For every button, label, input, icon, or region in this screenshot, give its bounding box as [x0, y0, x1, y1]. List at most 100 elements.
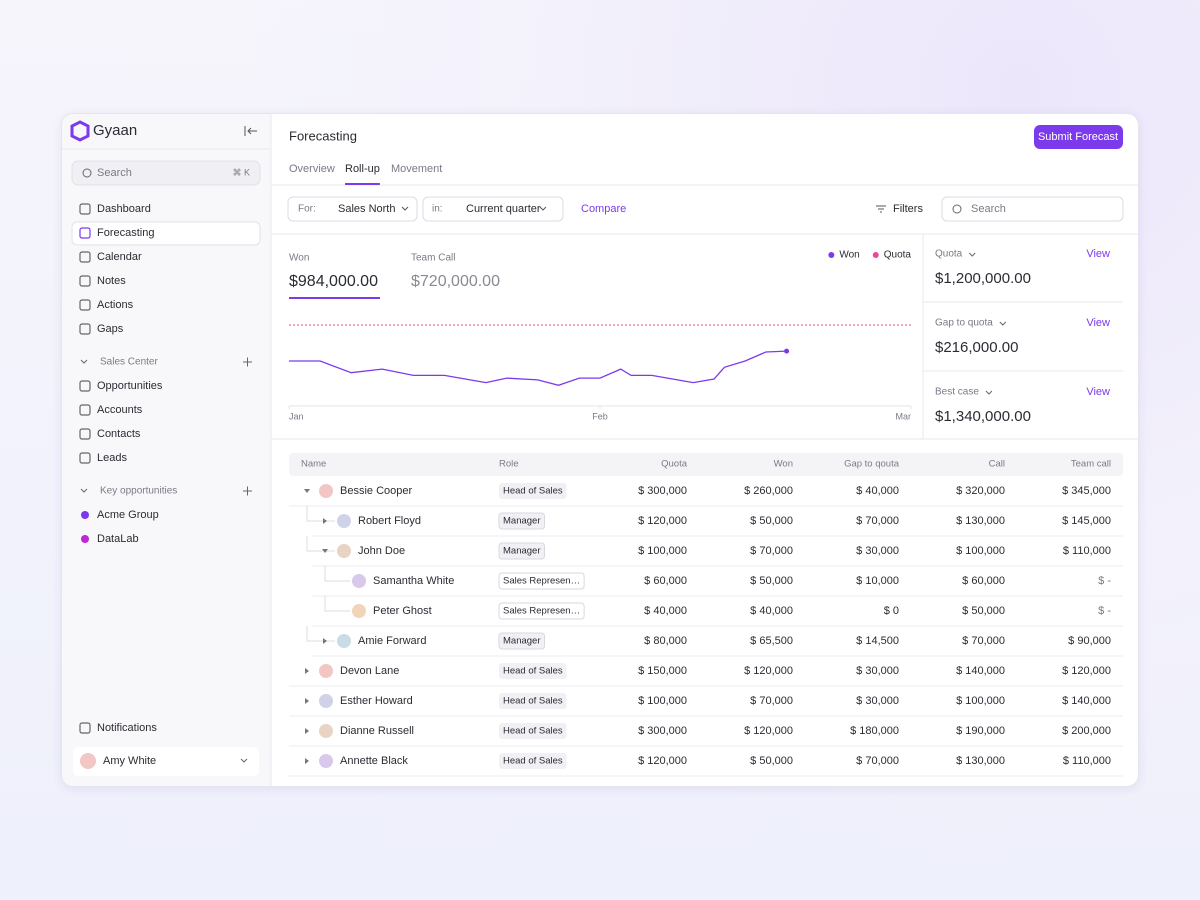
- tree-line: [324, 596, 350, 612]
- submit-button[interactable]: [1034, 125, 1123, 149]
- avatar: [80, 753, 96, 769]
- row-name[interactable]: Samantha White: [373, 575, 454, 587]
- period-select[interactable]: [422, 196, 564, 222]
- row-name[interactable]: Bessie Cooper: [340, 485, 412, 497]
- metric-value: $1,200,000.00: [935, 270, 1031, 287]
- legend-swatch: [828, 252, 835, 258]
- cell: $ 140,000: [1062, 695, 1111, 707]
- row-name[interactable]: Peter Ghost: [373, 605, 432, 617]
- end-point: [784, 348, 790, 354]
- search[interactable]: Search: [971, 203, 1006, 215]
- nav-item[interactable]: Opportunities: [97, 380, 163, 392]
- nav-item[interactable]: Dashboard: [97, 203, 151, 215]
- nav-item[interactable]: Forecasting: [97, 227, 154, 239]
- caret[interactable]: [305, 698, 309, 704]
- row-name[interactable]: John Doe: [358, 545, 405, 557]
- nav-item[interactable]: Accounts: [97, 404, 143, 416]
- nav-item[interactable]: Leads: [97, 452, 127, 464]
- add-icon[interactable]: [243, 357, 252, 367]
- team[interactable]: Sales North: [338, 203, 395, 215]
- icon: [79, 203, 91, 215]
- chevrons: [401, 206, 547, 211]
- team-select[interactable]: [287, 196, 418, 222]
- cell: $ 100,000: [638, 545, 687, 557]
- period[interactable]: Current quarter: [466, 203, 541, 215]
- shortcut: ⌘ K: [232, 167, 250, 177]
- icon: [79, 227, 91, 239]
- icon: [79, 452, 91, 464]
- column-header: Call: [989, 459, 1005, 470]
- compare[interactable]: Compare: [581, 203, 626, 215]
- tree-line: [306, 626, 335, 642]
- nav-item[interactable]: DataLab: [97, 533, 139, 545]
- nav-item[interactable]: Calendar: [97, 251, 142, 263]
- table-header: [289, 453, 1123, 476]
- tab[interactable]: Roll-up: [345, 163, 380, 175]
- cell: $ 200,000: [1062, 725, 1111, 737]
- cell: $ 100,000: [638, 695, 687, 707]
- caret[interactable]: [305, 668, 309, 674]
- role-pill: [499, 483, 567, 499]
- caret[interactable]: [322, 549, 328, 553]
- row-name[interactable]: Robert Floyd: [358, 515, 421, 527]
- nav-item[interactable]: Notes: [97, 275, 126, 287]
- nav-item[interactable]: Contacts: [97, 428, 141, 440]
- avatar: [352, 574, 366, 588]
- cell: $ 70,000: [856, 515, 899, 527]
- role-pill: [499, 693, 567, 709]
- summary-label: Won: [289, 253, 309, 264]
- row-name[interactable]: Dianne Russell: [340, 725, 414, 737]
- chevron: [985, 390, 993, 395]
- dot-icon: [81, 511, 89, 519]
- caret[interactable]: [323, 518, 327, 524]
- cell: $ 300,000: [638, 485, 687, 497]
- caret[interactable]: [323, 638, 327, 644]
- caret[interactable]: [304, 489, 310, 493]
- cell: $ 50,000: [750, 515, 793, 527]
- avatar: [337, 544, 351, 558]
- add-icon[interactable]: [243, 486, 252, 496]
- view-link[interactable]: View: [1086, 386, 1110, 398]
- nav-item[interactable]: Gaps: [97, 323, 124, 335]
- collapse-icon[interactable]: [244, 126, 257, 136]
- user-name[interactable]: Amy White: [103, 755, 156, 767]
- search-placeholder[interactable]: Search: [97, 167, 132, 179]
- nav-item[interactable]: Acme Group: [97, 509, 159, 521]
- legend-swatch: [872, 252, 879, 258]
- app-window: Gyaan Search ⌘ K Notifications Amy White…: [61, 113, 1139, 787]
- search-box[interactable]: [71, 160, 261, 186]
- icon: [79, 404, 91, 416]
- nav-item[interactable]: Actions: [97, 299, 134, 311]
- cell: $ 300,000: [638, 725, 687, 737]
- row-name[interactable]: Esther Howard: [340, 695, 413, 707]
- role-pill: [498, 512, 545, 530]
- row-name[interactable]: Amie Forward: [358, 635, 426, 647]
- column-header: Quota: [661, 459, 688, 470]
- tree-line: [306, 506, 335, 522]
- submit-label[interactable]: Submit Forecast: [1038, 131, 1118, 143]
- filters[interactable]: Filters: [893, 203, 923, 215]
- role-pill-text: Head of Sales: [503, 696, 563, 707]
- view-link[interactable]: View: [1086, 248, 1110, 260]
- cell: $ 180,000: [850, 725, 899, 737]
- caret[interactable]: [305, 728, 309, 734]
- table-search[interactable]: [941, 196, 1124, 222]
- cell: $ 50,000: [750, 575, 793, 587]
- avatar: [319, 484, 333, 498]
- cell: $ 130,000: [956, 755, 1005, 767]
- notifications[interactable]: Notifications: [97, 722, 157, 734]
- role-pill-text: Manager: [503, 546, 541, 557]
- row-name[interactable]: Annette Black: [340, 755, 408, 767]
- view-link[interactable]: View: [1086, 317, 1110, 329]
- tab[interactable]: Overview: [289, 163, 335, 175]
- column-header: Won: [774, 459, 793, 470]
- user-box[interactable]: [73, 747, 259, 776]
- tab[interactable]: Movement: [391, 163, 442, 175]
- avatar: [319, 664, 333, 678]
- row-name[interactable]: Devon Lane: [340, 665, 399, 677]
- caret[interactable]: [305, 758, 309, 764]
- cell: $ 110,000: [1063, 545, 1111, 557]
- metric-label: Gap to quota: [935, 318, 993, 329]
- icon: [79, 428, 91, 440]
